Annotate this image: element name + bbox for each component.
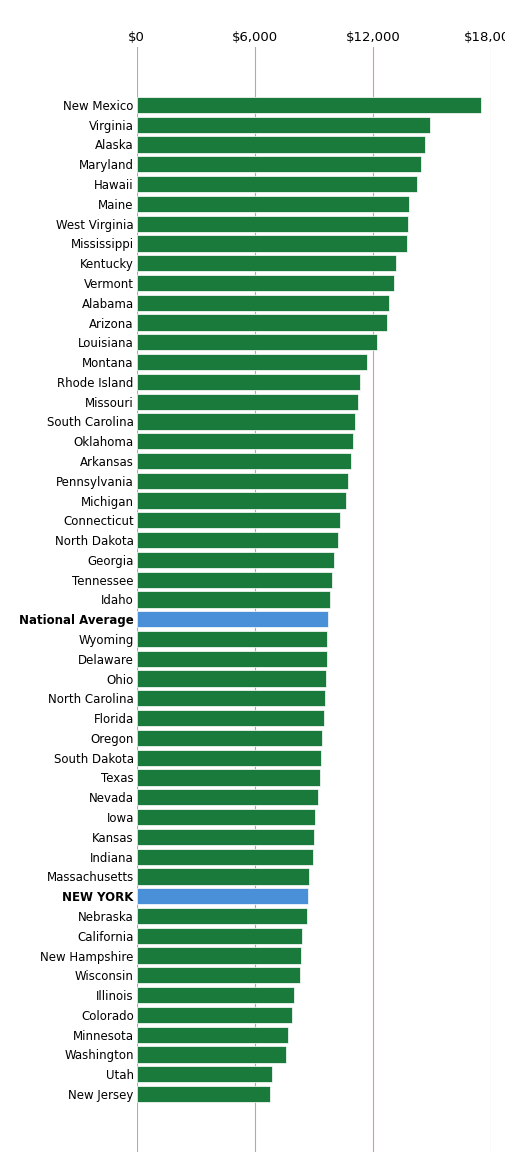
- Bar: [136, 928, 301, 944]
- Bar: [136, 453, 350, 469]
- Bar: [136, 849, 312, 865]
- Bar: [136, 572, 331, 588]
- Bar: [136, 1086, 270, 1102]
- Bar: [136, 532, 338, 548]
- Bar: [136, 354, 366, 370]
- Bar: [136, 97, 480, 113]
- Bar: [136, 136, 424, 152]
- Bar: [136, 947, 300, 964]
- Bar: [136, 275, 393, 291]
- Bar: [136, 492, 345, 509]
- Bar: [136, 611, 328, 627]
- Bar: [136, 176, 416, 192]
- Bar: [136, 255, 395, 271]
- Bar: [136, 591, 330, 608]
- Bar: [136, 116, 429, 133]
- Bar: [136, 393, 358, 410]
- Bar: [136, 235, 406, 251]
- Bar: [136, 888, 308, 904]
- Bar: [136, 196, 409, 212]
- Bar: [136, 1007, 291, 1023]
- Bar: [136, 552, 333, 568]
- Bar: [136, 730, 321, 746]
- Bar: [136, 433, 352, 449]
- Bar: [136, 789, 318, 805]
- Bar: [136, 908, 307, 924]
- Bar: [136, 473, 347, 489]
- Bar: [136, 294, 388, 311]
- Bar: [136, 690, 324, 707]
- Bar: [136, 314, 386, 331]
- Bar: [136, 1027, 287, 1043]
- Bar: [136, 967, 299, 984]
- Bar: [136, 868, 309, 885]
- Bar: [136, 334, 376, 350]
- Bar: [136, 710, 323, 726]
- Bar: [136, 631, 327, 647]
- Bar: [136, 809, 314, 825]
- Bar: [136, 1046, 285, 1063]
- Bar: [136, 987, 293, 1003]
- Bar: [136, 1066, 272, 1083]
- Bar: [136, 651, 326, 667]
- Bar: [136, 512, 339, 528]
- Bar: [136, 413, 355, 430]
- Bar: [136, 156, 420, 172]
- Bar: [136, 769, 319, 786]
- Bar: [136, 750, 320, 766]
- Bar: [136, 374, 359, 390]
- Bar: [136, 829, 313, 845]
- Bar: [136, 670, 325, 687]
- Bar: [136, 215, 407, 232]
